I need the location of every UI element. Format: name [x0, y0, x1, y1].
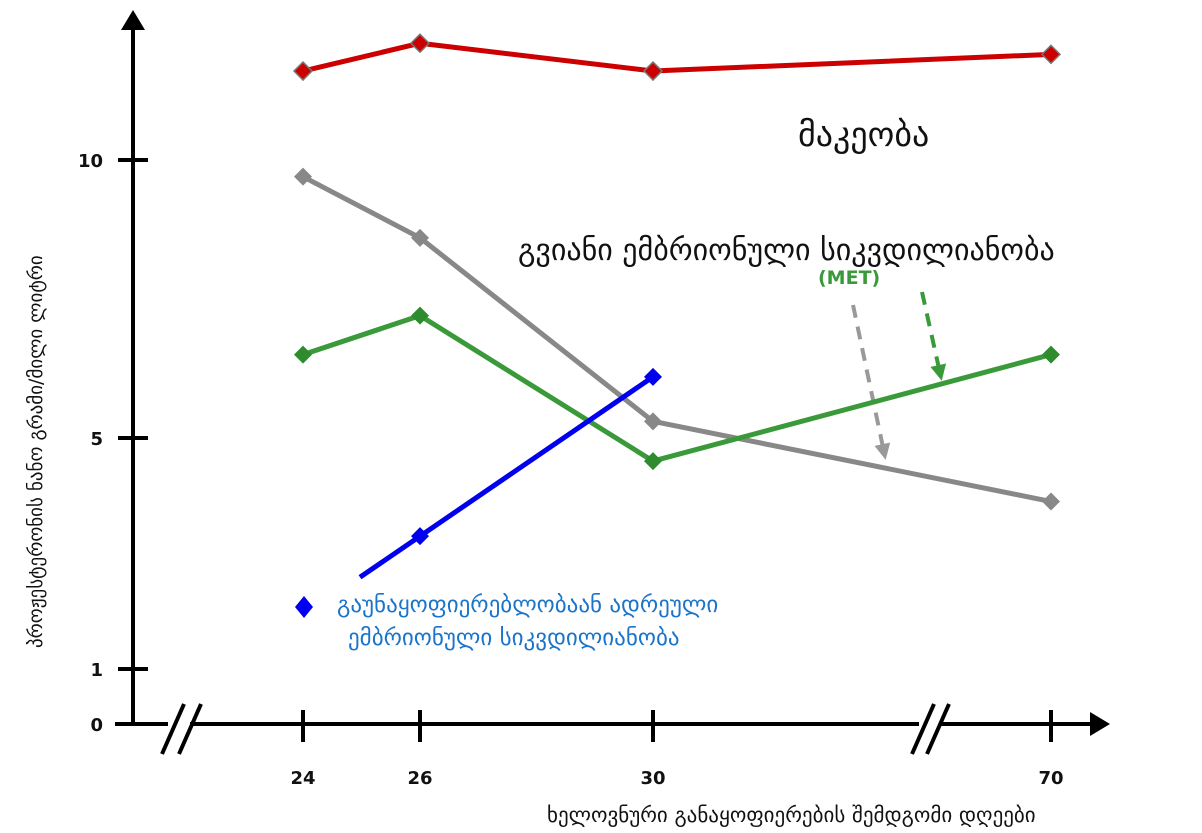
series-0 [292, 33, 1062, 82]
series-2 [294, 306, 1060, 471]
legend-marker-early [295, 596, 313, 618]
series-2-point-3 [1042, 345, 1060, 364]
y-ticks: 0 1 5 10 [78, 151, 148, 736]
series-0-point-2 [642, 60, 664, 82]
met-arrow-gray [851, 304, 891, 460]
x-axis-break-left [160, 703, 203, 755]
series-3-point-1 [411, 527, 429, 546]
series-0-point-1 [409, 33, 431, 54]
met-arrow-green [920, 291, 947, 381]
x-tick-label-26: 26 [407, 768, 432, 789]
x-tick-label-70: 70 [1038, 768, 1063, 789]
y-tick-label-0: 0 [90, 715, 103, 736]
annotation-met: (MET) [818, 267, 880, 289]
y-axis-arrow [121, 10, 145, 30]
series-0-point-0 [292, 60, 314, 82]
series-line-2 [302, 313, 1052, 464]
series-2-point-1 [411, 306, 429, 325]
x-axis-label: ხელოვნური განაყოფიერების შემდგომი დღეები [547, 803, 1036, 827]
axes [115, 10, 1110, 755]
annotation-late-death: გვიანი ემბრიონული სიკვდილიანობა [518, 233, 1055, 268]
series-1-point-0 [294, 167, 312, 186]
annotation-pregnancy: მაკეობა [798, 115, 929, 155]
x-axis-arrow [1090, 712, 1110, 736]
series-1 [294, 167, 1060, 511]
annotation-early-line1: გაუნაყოფიერებლობაან ადრეული [337, 592, 718, 618]
series-2-point-2 [644, 452, 662, 471]
y-tick-label-1: 1 [90, 660, 103, 681]
series-3-point-2 [644, 367, 662, 386]
y-tick-label-5: 5 [90, 429, 103, 450]
series-1-point-3 [1042, 492, 1060, 511]
x-tick-label-24: 24 [290, 768, 315, 789]
series-line-0 [302, 40, 1052, 74]
x-ticks: 24 26 30 70 [290, 710, 1064, 789]
x-tick-label-30: 30 [640, 768, 665, 789]
x-axis-break-right [910, 703, 951, 755]
series-2-point-0 [294, 345, 312, 364]
series-0-point-3 [1040, 44, 1062, 65]
series-line-1 [301, 174, 1052, 504]
series-line-3 [358, 374, 655, 580]
series-3 [358, 367, 662, 580]
series-1-point-2 [644, 412, 662, 431]
y-axis-label: პროჟესტერონის ნანო გრამი/მილი ლიტრი [25, 255, 47, 648]
annotation-early-line2: ემბრიონული სიკვდილიანობა [348, 625, 680, 651]
y-tick-label-10: 10 [78, 151, 103, 172]
series-1-point-1 [411, 228, 429, 247]
series-layer [292, 33, 1062, 580]
